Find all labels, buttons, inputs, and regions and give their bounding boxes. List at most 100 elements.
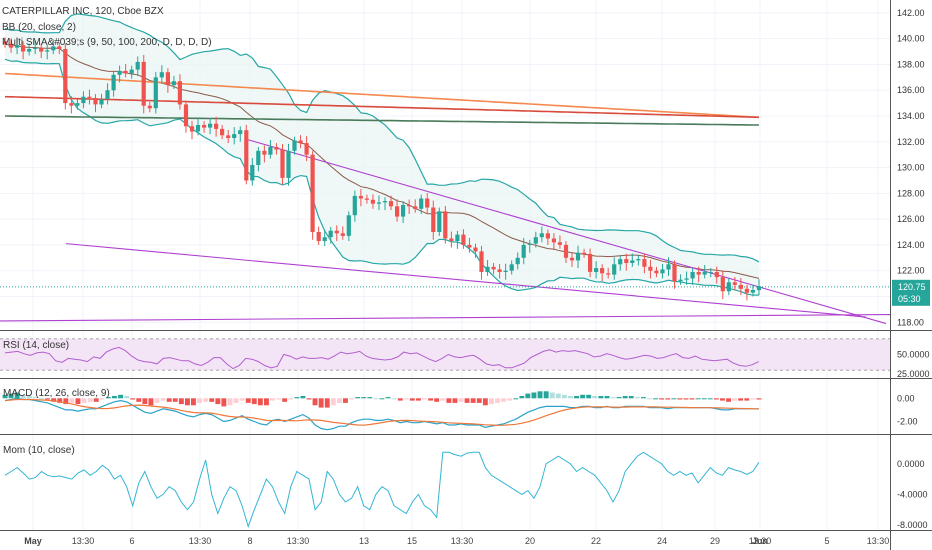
macd-indicator-label[interactable]: MACD (12, 26, close, 9) (3, 388, 110, 399)
candle-body (401, 205, 406, 217)
macd-histogram-bar (330, 398, 336, 406)
macd-pane[interactable] (2, 391, 762, 431)
candle-body (588, 253, 593, 272)
macd-histogram-bar (51, 398, 57, 402)
macd-histogram-bar (26, 396, 32, 399)
macd-histogram-bar (245, 398, 251, 403)
macd-histogram-bar (318, 398, 324, 408)
rsi-tick-label: 50.0000 (897, 350, 930, 360)
macd-histogram-bar (726, 398, 731, 402)
macd-histogram-bar (166, 398, 172, 402)
macd-histogram-bar (720, 398, 725, 401)
candle-body (45, 50, 50, 52)
macd-histogram-bar (324, 398, 330, 408)
candle-body (557, 242, 562, 245)
sma-indicator-label[interactable]: Multi SMA&#039;s (9, 50, 100, 200, D, D,… (2, 37, 212, 48)
macd-histogram-bar (105, 397, 111, 399)
mom-indicator-label[interactable]: Mom (10, close) (3, 445, 75, 456)
macd-histogram-bar (452, 398, 458, 403)
time-tick-label: 20 (525, 536, 535, 546)
macd-histogram-bar (288, 398, 294, 400)
macd-line (4, 397, 759, 431)
macd-histogram-bar (63, 398, 69, 405)
candle-body (708, 272, 713, 273)
momentum-pane[interactable] (4, 451, 760, 529)
candle-body (425, 198, 430, 208)
candle-body (244, 130, 249, 181)
candle-body (690, 272, 695, 279)
macd-histogram-bar (701, 398, 707, 400)
bb-indicator-label[interactable]: BB (20, close, 2) (2, 22, 76, 33)
macd-histogram-bar (112, 396, 117, 399)
macd-histogram-bar (130, 398, 136, 400)
candle-body (69, 103, 74, 106)
candle-body (2, 41, 8, 44)
candle-body (280, 149, 285, 178)
macd-histogram-bar (707, 398, 713, 400)
macd-histogram-bar (276, 398, 282, 400)
macd-histogram-bar (300, 396, 306, 399)
candle-body (51, 46, 56, 51)
candle-body (81, 96, 86, 104)
price-tick-label: 126.00 (897, 214, 925, 224)
macd-histogram-bar (215, 398, 221, 405)
macd-histogram-bar (561, 394, 567, 399)
candle-body (732, 282, 737, 285)
sma200-line (4, 95, 760, 119)
candle-body (8, 43, 14, 48)
candle-body (612, 264, 617, 275)
price-tick-label: 136.00 (897, 85, 925, 95)
time-tick-label: 24 (657, 536, 667, 546)
candle-body (57, 46, 62, 49)
macd-histogram-bar (160, 398, 166, 401)
macd-histogram-bar (367, 397, 373, 399)
time-tick-label: 5 (824, 536, 829, 546)
macd-histogram-bar (495, 398, 500, 403)
candle-body (618, 259, 623, 265)
candle-body (714, 272, 719, 278)
macd-histogram-bar (574, 396, 579, 399)
price-tick-label: 142.00 (897, 8, 925, 18)
candle-body (238, 130, 243, 135)
time-tick-label: 6 (129, 536, 134, 546)
macd-histogram-bar (422, 398, 427, 400)
candle-body (672, 264, 677, 282)
time-tick-label: Jun (752, 536, 768, 546)
candle-body (147, 105, 152, 109)
chart-title: CATERPILLAR INC, 120, Cboe BZX (2, 6, 164, 17)
macd-histogram-bar (57, 398, 63, 403)
macd-histogram-bar (628, 396, 634, 399)
candle-body (21, 45, 26, 52)
macd-histogram-bar (178, 398, 184, 405)
candle-body (407, 205, 412, 207)
macd-histogram-bar (482, 398, 488, 406)
macd-histogram-bar (39, 398, 44, 400)
time-tick-label: 13:30 (867, 536, 890, 546)
macd-histogram-bar (197, 398, 202, 403)
candle-body (262, 150, 267, 155)
macd-histogram-bar (665, 398, 671, 400)
candle-body (569, 257, 575, 261)
price-pane[interactable] (0, 13, 891, 325)
candle-body (220, 128, 225, 136)
macd-tick-label: -2.00 (897, 417, 918, 427)
candle-body (720, 277, 725, 292)
candle-body (93, 98, 98, 105)
rsi-indicator-label[interactable]: RSI (14, close) (3, 340, 69, 351)
macd-histogram-bar (239, 398, 245, 401)
macd-histogram-bar (616, 397, 622, 399)
candle-body (33, 47, 38, 49)
macd-histogram-bar (555, 393, 561, 399)
macd-histogram-bar (373, 398, 379, 400)
rsi-pane[interactable] (0, 338, 890, 371)
candle-body (738, 284, 743, 289)
macd-histogram-bar (33, 397, 38, 399)
macd-histogram-bar (489, 398, 494, 405)
candle-body (165, 72, 170, 86)
macd-histogram-bar (738, 398, 744, 401)
macd-histogram-bar (148, 398, 154, 406)
candle-body (539, 233, 544, 238)
candle-body (286, 150, 291, 178)
